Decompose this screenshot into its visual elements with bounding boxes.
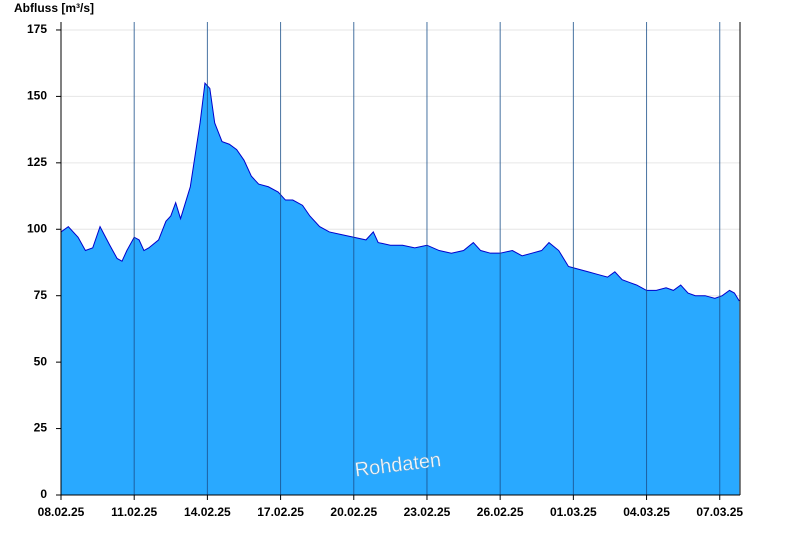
x-tick-label: 26.02.25	[477, 505, 524, 519]
x-tick-label: 04.03.25	[623, 505, 670, 519]
y-tick-label: 75	[34, 288, 48, 302]
x-tick-label: 07.03.25	[696, 505, 743, 519]
y-axis-label: Abfluss [m³/s]	[14, 1, 94, 15]
y-tick-label: 100	[27, 221, 47, 235]
x-tick-label: 23.02.25	[404, 505, 451, 519]
y-tick-label: 50	[34, 354, 48, 368]
x-tick-label: 08.02.25	[38, 505, 85, 519]
y-tick-label: 25	[34, 421, 48, 435]
y-tick-label: 150	[27, 89, 47, 103]
y-tick-label: 0	[40, 487, 47, 501]
x-tick-label: 20.02.25	[330, 505, 377, 519]
y-tick-label: 125	[27, 155, 47, 169]
x-tick-label: 11.02.25	[111, 505, 157, 519]
x-tick-label: 01.03.25	[550, 505, 597, 519]
y-tick-label: 175	[27, 22, 47, 36]
x-tick-label: 17.02.25	[257, 505, 304, 519]
line	[60, 81, 740, 302]
area	[61, 83, 740, 495]
x-tick-label: 14.02.25	[184, 505, 231, 519]
